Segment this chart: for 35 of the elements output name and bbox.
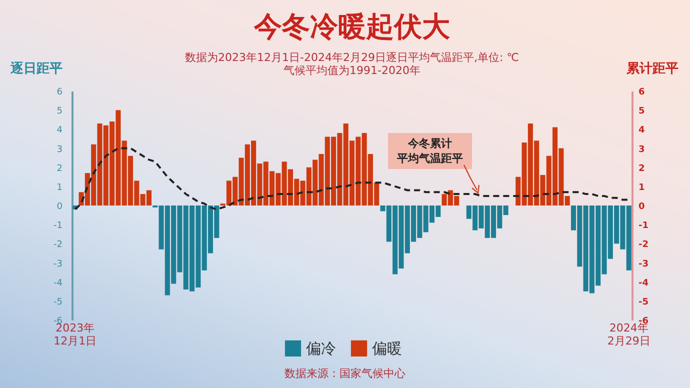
x-tick-label: 2024年 2月29日 [607, 322, 650, 348]
y2-tick-label: 5 [638, 106, 645, 117]
y2-tick-label: 4 [638, 126, 645, 136]
y-tick-label: -5 [54, 297, 62, 308]
y2-tick-label: 6 [638, 88, 645, 98]
annotation: 平均气温距平 [397, 152, 463, 165]
source-note: 数据来源：国家气候中心 [284, 366, 406, 381]
annotation: 今冬累计 [408, 137, 452, 150]
x-tick-label: 2023年 12月1日 [54, 322, 97, 348]
y-tick-label: -3 [54, 259, 62, 270]
legend-label: 偏暖 [372, 339, 402, 358]
y2-tick-label: -5 [638, 297, 648, 308]
y2-tick-label: -1 [638, 221, 648, 232]
y-tick-label: 6 [56, 88, 63, 98]
y-tick-label: 4 [56, 126, 63, 136]
chart-subtitle: 数据为2023年12月1日-2024年2月29日逐日平均气温距平,单位: ℃ 气候平均值为1991-2020年 [184, 51, 520, 77]
y2-tick-label: -3 [638, 259, 648, 270]
y2-tick-label: 0 [638, 202, 645, 212]
legend-label: 偏冷 [306, 339, 336, 358]
y2-tick-label: -4 [638, 278, 648, 288]
y2-tick-label: -2 [638, 240, 648, 250]
y-tick-label: -1 [54, 221, 62, 232]
y2-tick-label: 2 [638, 164, 645, 174]
y-tick-label: -4 [54, 278, 63, 288]
y2-tick-label: 1 [638, 182, 645, 193]
chart-title: 今冬冷暖起伏大 [253, 10, 451, 43]
y-tick-label: -2 [54, 240, 62, 250]
y-axis-title: 逐日距平 [10, 60, 62, 76]
y2-tick-label: 3 [638, 144, 645, 155]
y-tick-label: 3 [56, 144, 62, 155]
y-tick-label: 1 [56, 182, 62, 193]
y-tick-label: 5 [56, 106, 62, 117]
y-tick-label: 0 [56, 202, 63, 212]
y2-axis-title: 累计距平 [626, 62, 678, 76]
y-tick-label: 2 [56, 164, 62, 174]
